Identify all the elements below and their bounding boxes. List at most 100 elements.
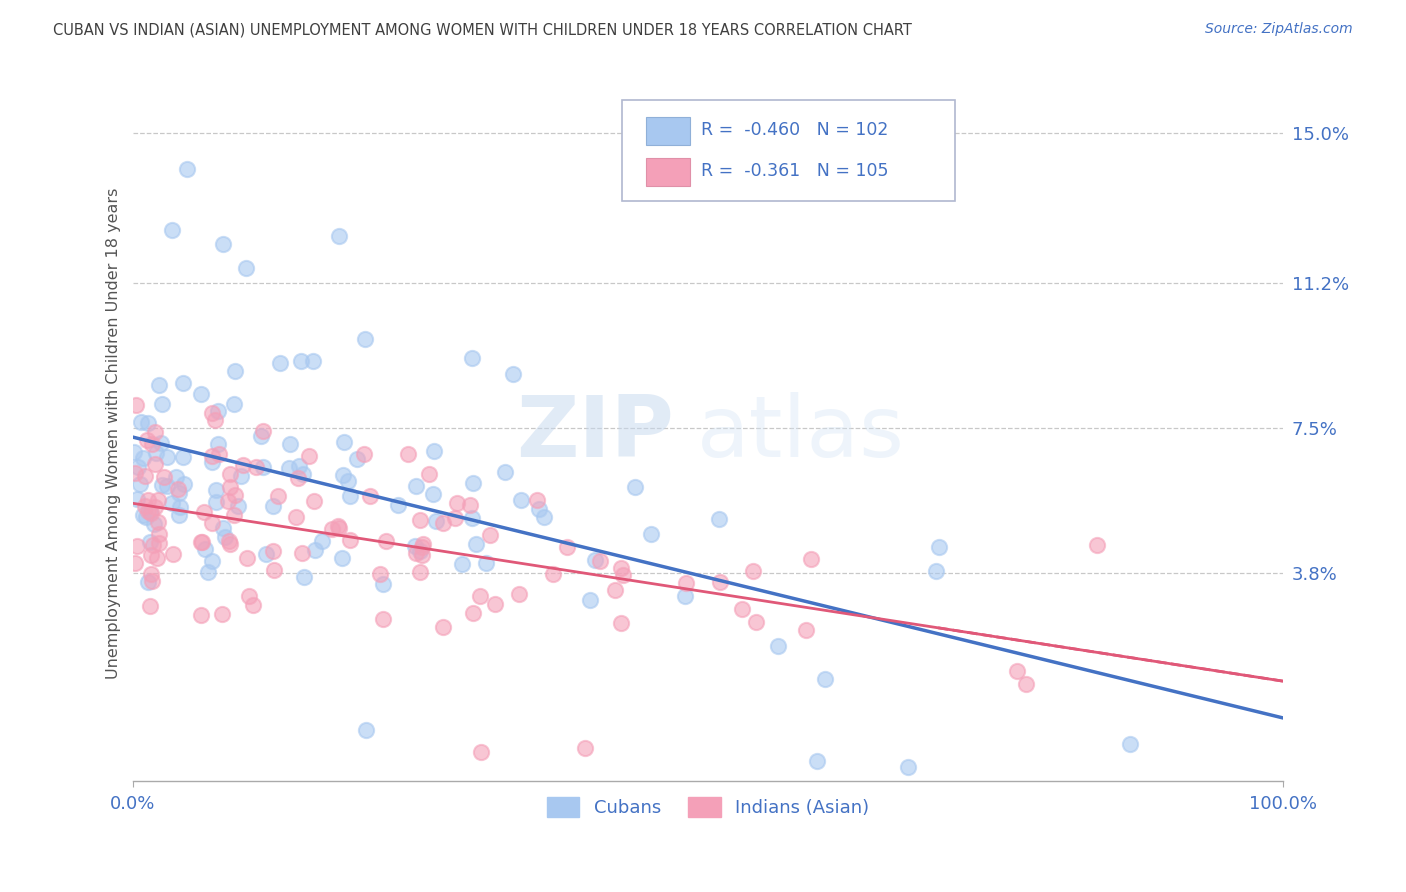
Point — [302, 494, 325, 508]
Point — [897, 759, 920, 773]
Point — [226, 499, 249, 513]
Point — [612, 567, 634, 582]
Point — [128, 476, 150, 491]
Point — [136, 492, 159, 507]
Point — [354, 723, 377, 738]
Point — [328, 229, 350, 244]
Point — [541, 566, 564, 581]
Point — [148, 378, 170, 392]
Point — [204, 413, 226, 427]
Y-axis label: Unemployment Among Women with Children Under 18 years: Unemployment Among Women with Children U… — [107, 188, 121, 680]
Point — [610, 561, 633, 575]
Point — [422, 444, 444, 458]
Point — [190, 535, 212, 549]
Point — [211, 607, 233, 621]
FancyBboxPatch shape — [645, 117, 689, 145]
Point — [333, 435, 356, 450]
Point — [219, 467, 242, 481]
Point — [579, 592, 602, 607]
Point — [458, 498, 481, 512]
Point — [142, 517, 165, 532]
Point — [125, 398, 148, 412]
Point — [432, 620, 454, 634]
Point — [165, 470, 187, 484]
Point — [673, 589, 696, 603]
Point — [405, 479, 427, 493]
Point — [339, 490, 361, 504]
Point — [124, 556, 146, 570]
Point — [1005, 664, 1028, 678]
Point — [139, 506, 162, 520]
Point — [287, 458, 309, 473]
Point — [197, 565, 219, 579]
Point — [332, 467, 354, 482]
Point — [262, 500, 284, 514]
Point — [353, 446, 375, 460]
Point — [141, 437, 163, 451]
Point — [461, 351, 484, 365]
Point — [278, 437, 301, 451]
Point — [232, 458, 254, 472]
Point — [222, 508, 245, 522]
Point — [291, 546, 314, 560]
Point — [526, 493, 548, 508]
Point — [339, 533, 361, 547]
Point — [1015, 676, 1038, 690]
Text: R =  -0.361   N = 105: R = -0.361 N = 105 — [702, 161, 889, 180]
Point — [207, 403, 229, 417]
Point — [411, 540, 433, 554]
Point — [328, 521, 350, 535]
Point — [224, 364, 246, 378]
Point — [478, 527, 501, 541]
FancyBboxPatch shape — [645, 158, 689, 186]
Point — [269, 356, 291, 370]
Point — [484, 597, 506, 611]
Point — [193, 505, 215, 519]
Point — [610, 615, 633, 630]
Point — [167, 508, 190, 522]
Point — [387, 498, 409, 512]
Point — [124, 466, 146, 480]
Point — [330, 551, 353, 566]
Point — [218, 480, 240, 494]
Point — [742, 564, 765, 578]
Point — [425, 514, 447, 528]
Point — [173, 476, 195, 491]
Point — [148, 535, 170, 549]
Point — [139, 599, 162, 613]
Point — [208, 447, 231, 461]
Point — [205, 494, 228, 508]
Point — [135, 509, 157, 524]
Point — [371, 576, 394, 591]
Point — [218, 537, 240, 551]
Point — [129, 415, 152, 429]
Point — [229, 469, 252, 483]
Point — [134, 499, 156, 513]
Point — [207, 437, 229, 451]
Point — [242, 598, 264, 612]
Point — [405, 546, 427, 560]
FancyBboxPatch shape — [621, 100, 955, 201]
Point — [709, 574, 731, 589]
Point — [267, 489, 290, 503]
Point — [450, 558, 472, 572]
Point — [218, 533, 240, 548]
Point — [292, 569, 315, 583]
Point — [143, 425, 166, 440]
Point — [409, 513, 432, 527]
Point — [304, 543, 326, 558]
Point — [127, 540, 149, 554]
Point — [409, 565, 432, 579]
Point — [162, 547, 184, 561]
Point — [212, 237, 235, 252]
Point — [212, 521, 235, 535]
Point — [214, 530, 236, 544]
Point — [418, 467, 440, 481]
Point — [346, 452, 368, 467]
Point — [287, 471, 309, 485]
Point — [143, 500, 166, 514]
Point — [262, 543, 284, 558]
Point — [290, 354, 312, 368]
Point — [236, 551, 259, 566]
Point — [201, 450, 224, 464]
